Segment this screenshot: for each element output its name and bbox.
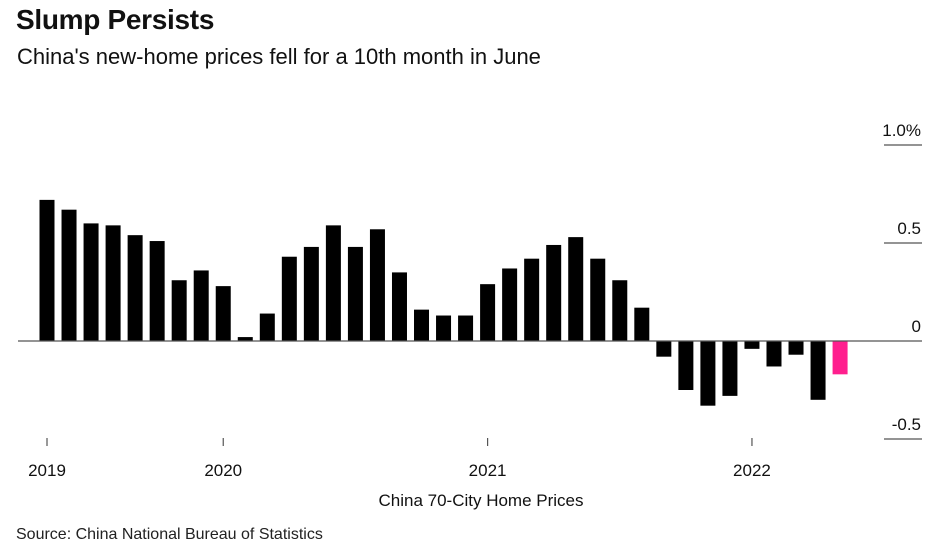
bar (303, 246, 319, 341)
bar (149, 241, 165, 341)
bar (369, 229, 385, 341)
bar (766, 341, 782, 367)
bar (325, 225, 341, 341)
bar (436, 315, 452, 341)
bar (458, 315, 474, 341)
y-tick-label: -0.5 (892, 415, 921, 434)
bar-series (39, 199, 848, 406)
bar (722, 341, 738, 396)
bar-highlight (832, 341, 848, 375)
bar (568, 237, 584, 341)
bar (700, 341, 716, 406)
bar (39, 199, 55, 341)
bar (502, 268, 518, 341)
source-note: Source: China National Bureau of Statist… (16, 526, 323, 543)
x-tick-label: 2022 (733, 461, 771, 480)
y-tick-label: 0 (912, 317, 921, 336)
bar (83, 223, 99, 341)
bar (634, 307, 650, 341)
x-tick-label: 2019 (28, 461, 66, 480)
chart-title: Slump Persists (16, 4, 215, 35)
bar (391, 272, 407, 341)
x-tick-label: 2020 (204, 461, 242, 480)
bar (612, 280, 628, 341)
bar (546, 244, 562, 341)
bar (61, 209, 77, 341)
bar (259, 313, 275, 341)
x-axis-ticks: 2019 2020 2021 2022 (28, 438, 771, 480)
bar (193, 270, 209, 341)
y-axis-labels: 1.0% 0.5 0 -0.5 (882, 121, 921, 434)
bar (127, 235, 143, 341)
x-axis-label: China 70-City Home Prices (378, 491, 583, 510)
bar (237, 337, 253, 341)
bar (678, 341, 694, 390)
bar (480, 284, 496, 341)
y-tick-label: 1.0% (882, 121, 921, 140)
bar (656, 341, 672, 357)
y-axis-tick-lines (884, 144, 922, 440)
y-tick-label: 0.5 (897, 219, 921, 238)
bar (810, 341, 826, 400)
bar (105, 225, 121, 341)
bar (215, 286, 231, 341)
x-tick-label: 2021 (469, 461, 507, 480)
bar (414, 309, 430, 341)
bar (744, 341, 760, 349)
bar (590, 258, 606, 341)
bar (171, 280, 187, 341)
bar (347, 246, 363, 341)
chart-subtitle: China's new-home prices fell for a 10th … (17, 44, 541, 69)
bar (281, 256, 297, 341)
bar (788, 341, 804, 355)
bar (524, 258, 540, 341)
